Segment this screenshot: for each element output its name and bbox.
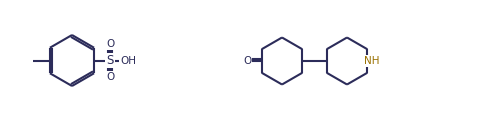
Text: NH: NH bbox=[364, 56, 379, 66]
Text: S: S bbox=[106, 54, 114, 67]
Text: OH: OH bbox=[120, 56, 136, 65]
Text: O: O bbox=[106, 72, 114, 82]
Text: O: O bbox=[106, 39, 114, 49]
Text: O: O bbox=[243, 56, 251, 66]
